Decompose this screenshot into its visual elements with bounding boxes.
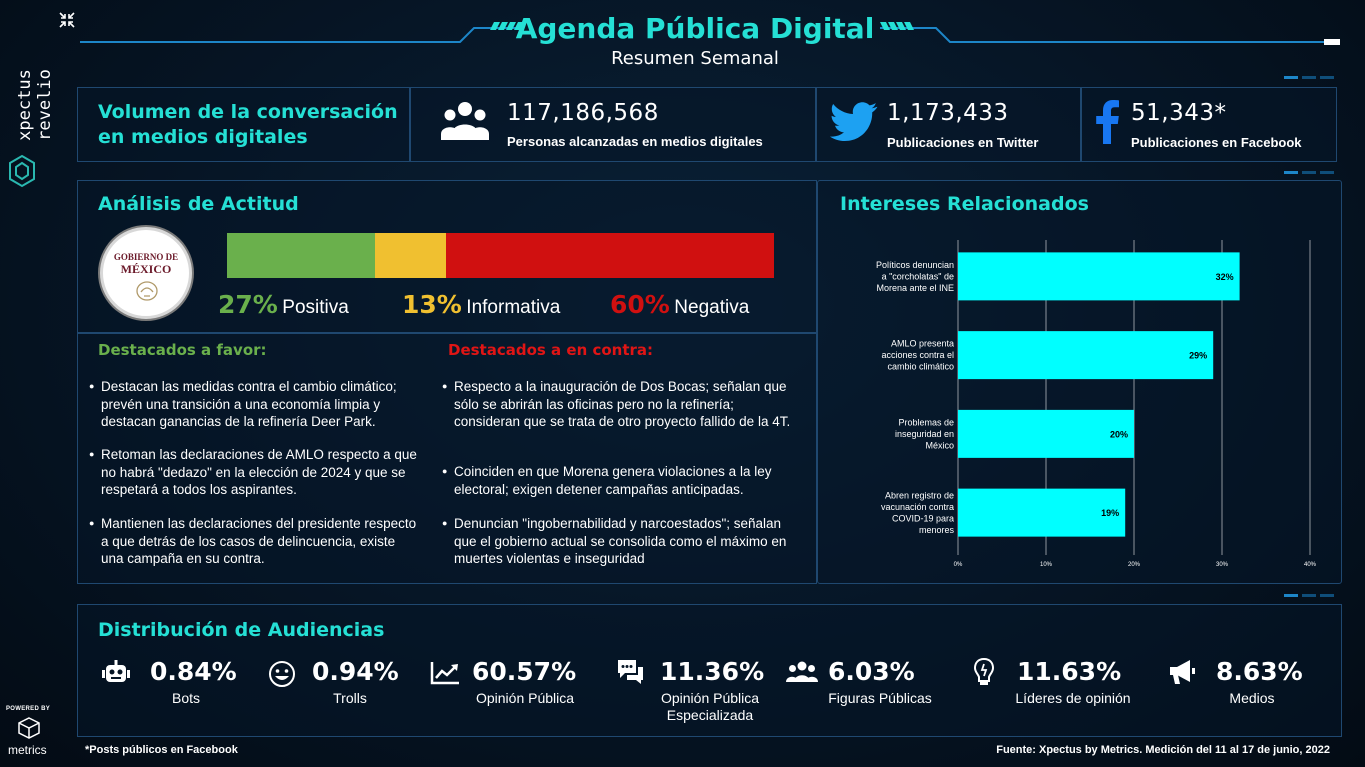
informative-legend: 13% Informativa: [402, 290, 560, 319]
source-note: Fuente: Xpectus by Metrics. Medición del…: [996, 744, 1330, 756]
audience-label-figuras-publicas: Figuras Públicas: [828, 690, 932, 706]
header-frame-lines: [80, 22, 1340, 45]
group-icon: [786, 660, 818, 689]
gobierno-seal: GOBIERNO DE MÉXICO: [100, 227, 192, 319]
attitude-title: Análisis de Actitud: [98, 193, 299, 215]
negative-label: Negativa: [674, 297, 750, 318]
attitude-bar-positive: [227, 233, 375, 278]
chart-category-label: Políticos denuncian a "corcholatas" de Mor…: [876, 260, 954, 293]
chart-tick-label: 30%: [1216, 562, 1229, 568]
twitter-label: Publicaciones en Twitter: [887, 135, 1039, 150]
twitter-icon: [830, 102, 878, 147]
audience-label-opinion-especializada: Opinión Pública Especializada: [660, 690, 760, 723]
contra-title: Destacados a en contra:: [448, 341, 654, 359]
speech-bubbles-icon: [616, 658, 644, 691]
powered-by-label: POWERED BY: [6, 706, 51, 712]
audience-value-bots: 0.84%: [150, 657, 237, 686]
people-label: Personas alcanzadas en medios digitales: [507, 134, 763, 149]
page-subtitle: Resumen Semanal: [611, 48, 779, 69]
informative-label: Informativa: [466, 297, 561, 318]
audience-value-opinion-especializada: 11.36%: [660, 657, 765, 686]
facebook-label: Publicaciones en Facebook: [1131, 135, 1302, 150]
eagle-icon: [135, 280, 159, 302]
chart-category-label: AMLO presenta acciones contra el cambio cl…: [881, 339, 954, 372]
audience-value-lideres: 11.63%: [1017, 657, 1122, 686]
facebook-icon: [1095, 100, 1119, 149]
page-title: Agenda Pública Digital: [515, 12, 875, 45]
audience-label-bots: Bots: [171, 690, 200, 706]
chart-data-label: 29%: [1189, 351, 1207, 361]
negative-pct: 60%: [610, 290, 670, 319]
contra-item: Respecto a la inauguración de Dos Bocas;…: [442, 378, 792, 431]
metrics-label: metrics: [8, 743, 47, 757]
chart-data-label: 19%: [1101, 508, 1119, 518]
favor-item: Retoman las declaraciones de AMLO respec…: [89, 446, 419, 499]
audience-value-figuras-publicas: 6.03%: [828, 657, 915, 686]
audiences-title: Distribución de Audiencias: [98, 619, 385, 641]
chart-bar: [958, 331, 1214, 380]
favor-item: Destacan las medidas contra el cambio cl…: [89, 378, 419, 431]
collapse-icon[interactable]: [58, 11, 76, 29]
footnote: *Posts públicos en Facebook: [85, 744, 238, 756]
positive-pct: 27%: [218, 290, 278, 319]
chart-data-label: 20%: [1110, 429, 1128, 439]
chart-bar: [958, 409, 1134, 458]
audience-value-trolls: 0.94%: [312, 657, 399, 686]
interests-chart: 0% 10% 20% 30% 40% 32% Políticos denuncian a "c…: [830, 235, 1330, 575]
people-icon: [440, 100, 490, 147]
favor-item: Mantienen las declaraciones del presiden…: [89, 515, 419, 568]
twitter-value: 1,173,433: [887, 100, 1009, 126]
robot-icon: [102, 660, 130, 691]
contra-item: Denuncian "ingobernabilidad y narcoestad…: [442, 515, 792, 568]
audience-label-medios: Medios: [1229, 690, 1275, 706]
audience-label-trolls: Trolls: [333, 690, 367, 706]
volume-title-line1: Volumen de la conversación: [98, 101, 398, 123]
chart-tick-label: 40%: [1304, 562, 1317, 568]
volume-title: Volumen de la conversación en medios dig…: [98, 100, 398, 150]
chart-bar: [958, 488, 1126, 537]
volume-title-line2: en medios digitales: [98, 126, 308, 148]
attitude-divider: [77, 332, 817, 334]
volume-dividers: [77, 87, 1337, 162]
seal-line1: GOBIERNO DE: [113, 252, 179, 262]
attitude-bar: [227, 233, 774, 278]
decor-dashes: [1284, 76, 1334, 597]
facebook-value: 51,343*: [1131, 100, 1227, 126]
attitude-bar-informative: [374, 233, 446, 278]
favor-title: Destacados a favor:: [98, 341, 267, 359]
negative-legend: 60% Negativa: [610, 290, 749, 319]
audience-label-lideres: Líderes de opinión: [1015, 690, 1131, 706]
chart-data-label: 32%: [1216, 272, 1234, 282]
megaphone-icon: [1168, 659, 1196, 690]
positive-label: Positiva: [282, 297, 349, 318]
volume-panel: [77, 87, 1337, 162]
informative-pct: 13%: [402, 290, 462, 319]
interests-title: Intereses Relacionados: [840, 193, 1089, 215]
brand-logo-icon: [8, 154, 36, 188]
chart-tick-label: 0%: [954, 562, 963, 568]
chart-bar: [958, 252, 1240, 301]
contra-item: Coinciden en que Morena genera violacion…: [442, 463, 792, 498]
chart-category-label: Problemas de inseguridad en México: [895, 417, 954, 450]
audience-value-opinion-publica: 60.57%: [472, 657, 577, 686]
chart-tick-label: 20%: [1128, 562, 1141, 568]
troll-face-icon: [268, 660, 296, 693]
audience-label-opinion-publica: Opinión Pública: [475, 690, 575, 706]
trend-chart-icon: [430, 661, 460, 690]
chart-category-label: Abren registro de vacunación contra COVID-…: [881, 490, 955, 535]
lightbulb-head-icon: [973, 657, 995, 692]
chart-tick-label: 10%: [1040, 562, 1053, 568]
seal-line2: MÉXICO: [120, 262, 172, 276]
attitude-bar-negative: [445, 233, 774, 278]
positive-legend: 27% Positiva: [218, 290, 349, 319]
metrics-logo-icon: [16, 716, 42, 740]
people-value: 117,186,568: [507, 100, 659, 126]
audience-value-medios: 8.63%: [1216, 657, 1303, 686]
